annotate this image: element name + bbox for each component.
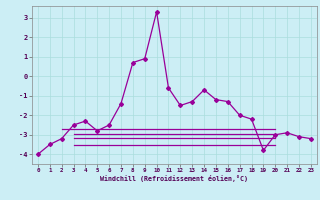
X-axis label: Windchill (Refroidissement éolien,°C): Windchill (Refroidissement éolien,°C) <box>100 175 248 182</box>
